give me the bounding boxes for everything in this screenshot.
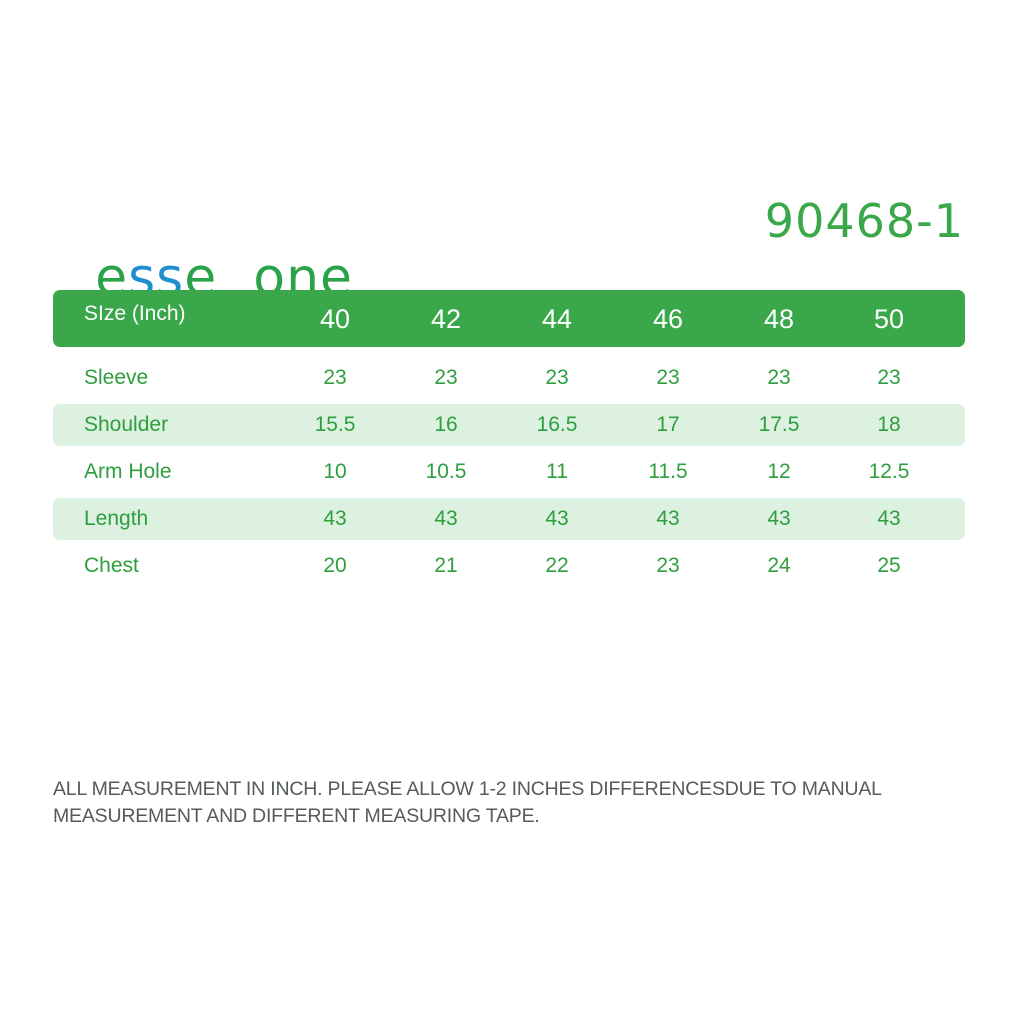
table-cell: 43 <box>545 507 569 530</box>
table-cell: 43 <box>767 507 791 530</box>
table-row: Shoulder 15.5 16 16.5 17 17.5 18 <box>53 404 965 446</box>
header-size: 48 <box>763 304 795 334</box>
measurement-footnote: ALL MEASUREMENT IN INCH. PLEASE ALLOW 1-… <box>53 776 968 830</box>
table-cell: 23 <box>656 366 680 389</box>
table-cell: 23 <box>877 366 901 389</box>
table-cell: 20 <box>323 554 347 577</box>
table-cell: 12.5 <box>868 460 910 483</box>
table-cell: 23 <box>323 366 347 389</box>
table-cell: 15.5 <box>314 413 356 436</box>
table-cell: 23 <box>434 366 458 389</box>
product-code: 90468-1 <box>764 194 964 248</box>
table-row: Arm Hole 10 10.5 11 11.5 12 12.5 <box>53 451 965 493</box>
table-cell: 43 <box>323 507 347 530</box>
table-header-row: SIze (Inch) 40 42 44 46 48 50 <box>53 290 965 347</box>
table-cell: 18 <box>877 413 901 436</box>
table-cell: 22 <box>545 554 569 577</box>
table-cell: 16.5 <box>536 413 578 436</box>
table-row: Chest 20 21 22 23 24 25 <box>53 545 965 587</box>
table-row: Sleeve 23 23 23 23 23 23 <box>53 357 965 399</box>
table-cell: 17 <box>656 413 680 436</box>
table-cell: 10.5 <box>425 460 467 483</box>
table-cell: 43 <box>877 507 901 530</box>
table-cell: 11 <box>546 460 568 483</box>
row-label: Shoulder <box>84 413 169 436</box>
footnote-line: ALL MEASUREMENT IN INCH. PLEASE ALLOW 1-… <box>53 778 882 800</box>
header-size: 50 <box>873 304 905 334</box>
header-size: 40 <box>319 304 351 334</box>
table-cell: 11.5 <box>648 460 688 483</box>
table-cell: 25 <box>877 554 901 577</box>
header-size: 46 <box>652 304 684 334</box>
header-size: 44 <box>541 304 573 334</box>
row-label: Length <box>84 507 149 530</box>
table-cell: 24 <box>767 554 791 577</box>
table-cell: 17.5 <box>758 413 800 436</box>
table-cell: 23 <box>656 554 680 577</box>
table-cell: 23 <box>545 366 569 389</box>
size-chart-table: SIze (Inch) 40 42 44 46 48 50 Sleeve 23 … <box>53 290 965 587</box>
table-cell: 43 <box>434 507 458 530</box>
header-label: SIze (Inch) <box>84 302 186 325</box>
table-cell: 16 <box>434 413 458 436</box>
row-label: Sleeve <box>84 366 149 389</box>
table-cell: 21 <box>434 554 458 577</box>
table-cell: 23 <box>767 366 791 389</box>
table-row: Length 43 43 43 43 43 43 <box>53 498 965 540</box>
row-label: Arm Hole <box>84 460 172 483</box>
header-size: 42 <box>430 304 462 334</box>
table-cell: 43 <box>656 507 680 530</box>
row-label: Chest <box>84 554 139 577</box>
table-cell: 12 <box>767 460 791 483</box>
table-cell: 10 <box>323 460 347 483</box>
footnote-line: MEASUREMENT AND DIFFERENT MEASURING TAPE… <box>53 805 540 827</box>
